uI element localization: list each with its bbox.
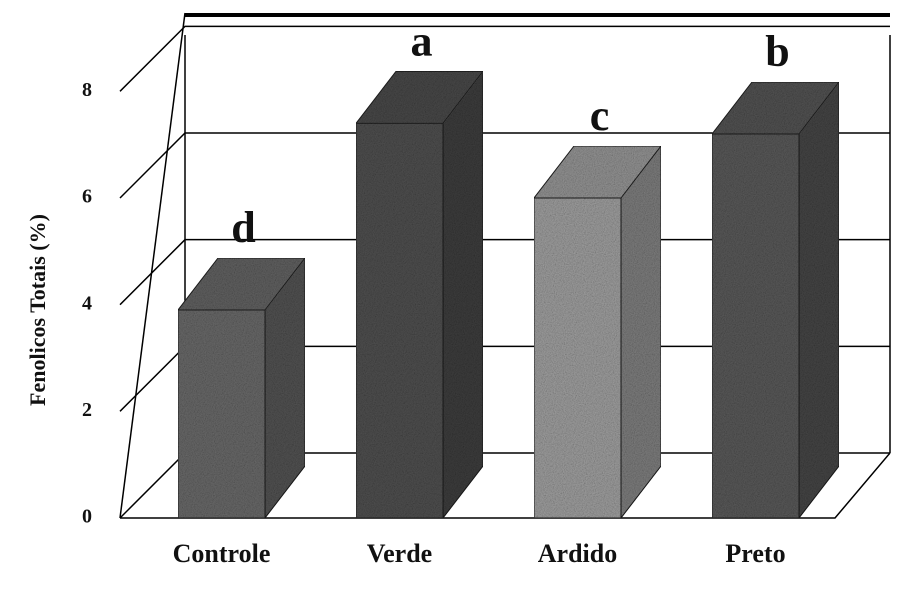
bar [355,122,444,519]
annotation: c [590,91,610,140]
grid-line [119,25,890,92]
bar [711,133,800,519]
annotation: a [411,16,433,65]
x-tick-label: Ardido [538,539,617,568]
x-tick-label: Controle [173,539,271,568]
bar-side [620,144,662,520]
y-tick-label: 0 [82,506,92,528]
y-tick-label: 6 [82,186,92,208]
bar-side [442,69,484,520]
bar [177,309,266,519]
y-axis-label: Fenolicos Totais (%) [25,214,50,406]
grid-line [119,132,890,199]
x-tick-label: Verde [367,539,432,568]
y-tick-label: 4 [82,292,92,314]
bar-side [798,80,840,520]
x-tick-label: Preto [725,539,785,568]
bar [533,197,622,519]
annotation: b [765,27,789,76]
y-tick-label: 2 [82,399,92,421]
wall-edge [119,12,186,519]
annotation: d [231,203,255,252]
y-tick-label: 8 [82,79,92,101]
